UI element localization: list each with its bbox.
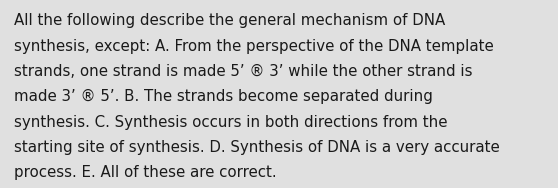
Text: synthesis. C. Synthesis occurs in both directions from the: synthesis. C. Synthesis occurs in both d… [14,115,448,130]
Text: process. E. All of these are correct.: process. E. All of these are correct. [14,165,277,180]
Text: starting site of synthesis. D. Synthesis of DNA is a very accurate: starting site of synthesis. D. Synthesis… [14,140,500,155]
Text: strands, one strand is made 5’ ® 3’ while the other strand is: strands, one strand is made 5’ ® 3’ whil… [14,64,473,79]
Text: made 3’ ® 5’. B. The strands become separated during: made 3’ ® 5’. B. The strands become sepa… [14,89,433,104]
Text: All the following describe the general mechanism of DNA: All the following describe the general m… [14,13,445,28]
Text: synthesis, except: A. From the perspective of the DNA template: synthesis, except: A. From the perspecti… [14,39,494,54]
